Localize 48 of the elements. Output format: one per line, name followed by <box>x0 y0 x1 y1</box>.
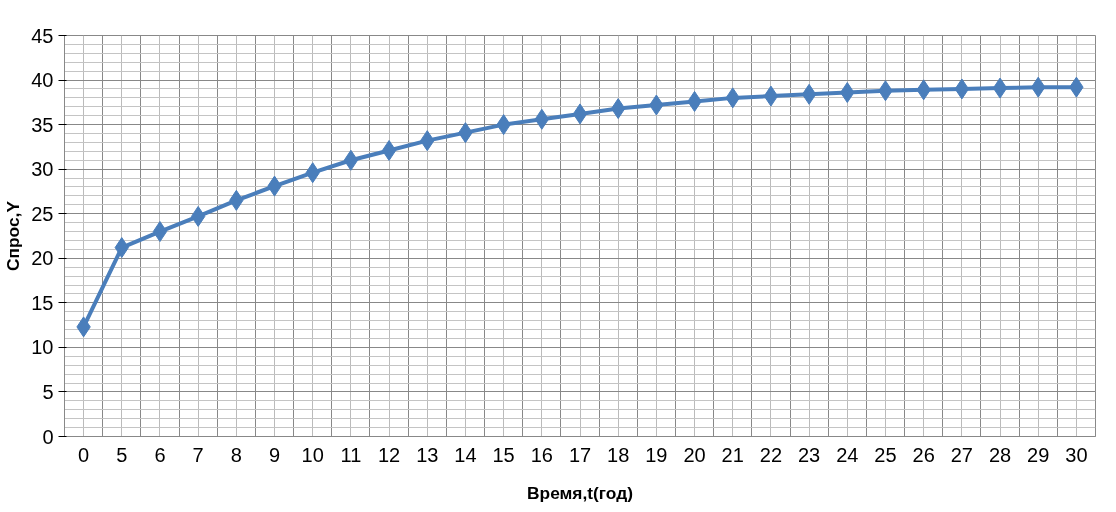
y-tick-label: 5 <box>42 380 54 403</box>
x-tick-label: 27 <box>950 443 973 466</box>
point <box>763 85 779 107</box>
y-tick-label: 10 <box>31 336 54 359</box>
x-tick-label: 9 <box>268 443 281 466</box>
y-tick-label: 30 <box>31 158 54 181</box>
y-tick-label: 0 <box>42 425 54 448</box>
x-tick-label: 16 <box>530 443 553 466</box>
point <box>801 83 817 105</box>
x-tick-label: 15 <box>492 443 515 466</box>
x-tick-label: 18 <box>607 443 630 466</box>
x-tick-label: 19 <box>645 443 668 466</box>
y-tick-label: 25 <box>31 202 54 225</box>
x-tick-label: 5 <box>116 443 128 466</box>
x-tick-label: 20 <box>683 443 706 466</box>
point <box>152 221 168 243</box>
x-tick-label: 30 <box>1065 443 1088 466</box>
y-tick-label: 20 <box>31 247 54 270</box>
x-tick-label: 11 <box>340 443 362 466</box>
x-tick-label: 25 <box>874 443 897 466</box>
x-tick-label: 22 <box>759 443 783 466</box>
x-axis-title: Время,t(год) <box>527 482 633 503</box>
x-tick-label: 8 <box>230 443 242 466</box>
point <box>381 139 397 161</box>
y-tick-label: 40 <box>31 69 54 92</box>
y-axis-title: Спрос,Y <box>3 200 24 271</box>
point <box>954 78 970 100</box>
point <box>572 103 588 125</box>
point <box>343 149 359 171</box>
x-tick-label: 29 <box>1027 443 1050 466</box>
x-tick-label: 10 <box>301 443 324 466</box>
x-tick-label: 13 <box>416 443 439 466</box>
point <box>992 77 1008 99</box>
x-tick-label: 6 <box>154 443 166 466</box>
x-tick-label: 17 <box>568 443 592 466</box>
x-tick-label: 21 <box>721 443 744 466</box>
y-tick-label: 35 <box>31 113 54 136</box>
x-tick-label: 7 <box>192 443 204 466</box>
x-tick-label: 28 <box>988 443 1012 466</box>
x-tick-label: 14 <box>454 443 477 466</box>
y-tick-label: 45 <box>31 24 54 47</box>
y-tick-label: 15 <box>31 291 54 314</box>
x-tick-label: 0 <box>78 443 90 466</box>
x-tick-label: 24 <box>836 443 859 466</box>
point <box>190 205 206 227</box>
x-tick-label: 12 <box>377 443 401 466</box>
x-tick-label: 23 <box>797 443 821 466</box>
x-tick-label: 26 <box>912 443 935 466</box>
